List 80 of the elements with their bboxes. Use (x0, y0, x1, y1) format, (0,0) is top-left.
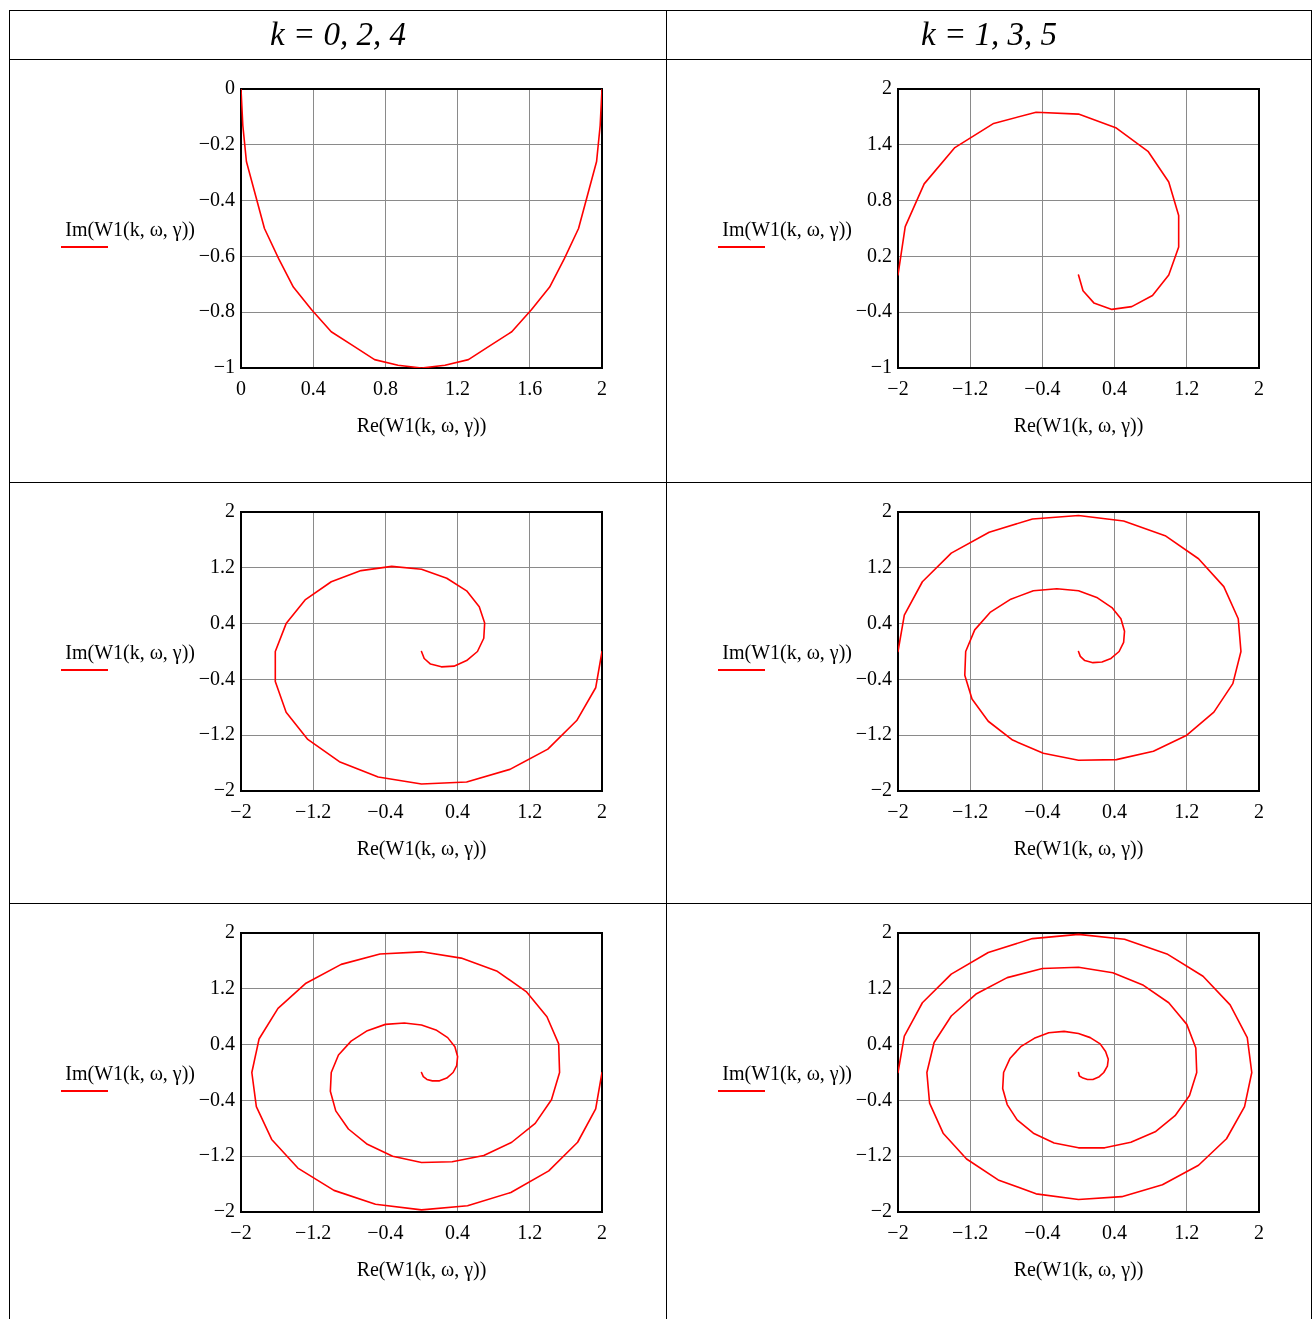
y-tick-label: −1 (870, 355, 892, 378)
x-axis-title: Re(W1(k, ω, γ)) (356, 414, 487, 438)
y-tick-label: 1.2 (867, 555, 892, 578)
y-tick-label: 2 (882, 920, 892, 943)
x-tick-label: −0.4 (1024, 377, 1061, 400)
y-tick-label: 0.4 (867, 610, 892, 633)
y-tick-label: −2 (870, 1199, 892, 1222)
x-tick-label: −1.2 (952, 1221, 989, 1244)
x-tick-label: 0.4 (445, 1221, 471, 1244)
x-tick-label: 0.4 (445, 800, 471, 823)
x-axis-title: Re(W1(k, ω, γ)) (356, 1258, 487, 1282)
y-axis-title: Im(W1(k, ω, γ)) (65, 1060, 195, 1085)
x-tick-label: 2 (1254, 800, 1264, 823)
y-tick-label: −0.4 (198, 187, 235, 210)
y-tick-label: −0.4 (855, 666, 892, 689)
x-tick-label: 0.4 (1102, 377, 1128, 400)
x-tick-label: 1.2 (1174, 1221, 1200, 1244)
x-tick-label: 0.8 (372, 377, 398, 400)
y-tick-label: −0.4 (855, 299, 892, 322)
y-tick-label: 0.4 (210, 1031, 235, 1054)
y-tick-label: −1.2 (198, 1143, 235, 1166)
x-tick-label: −0.4 (1024, 1221, 1061, 1244)
y-tick-label: 1.4 (867, 132, 892, 155)
y-tick-label: 2 (882, 76, 892, 99)
y-tick-label: 0.4 (867, 1031, 892, 1054)
y-tick-label: 1.2 (210, 555, 235, 578)
x-tick-label: 2 (1254, 377, 1264, 400)
x-axis-title: Re(W1(k, ω, γ)) (1013, 837, 1144, 861)
y-tick-label: 0.4 (210, 610, 235, 633)
y-tick-label: −1 (213, 355, 235, 378)
x-tick-label: −0.4 (367, 1221, 404, 1244)
x-tick-label: −1.2 (295, 1221, 332, 1244)
y-tick-label: 2 (225, 499, 235, 522)
x-tick-label: 0.4 (300, 377, 326, 400)
y-tick-label: −0.2 (198, 132, 235, 155)
y-axis-title: Im(W1(k, ω, γ)) (65, 639, 195, 664)
x-tick-label: 0.4 (1102, 800, 1128, 823)
x-tick-label: 1.2 (517, 800, 543, 823)
y-tick-label: −0.4 (198, 1087, 235, 1110)
y-tick-label: −2 (213, 1199, 235, 1222)
x-tick-label: −0.4 (367, 800, 404, 823)
x-tick-label: 1.2 (1174, 800, 1200, 823)
x-axis-title: Re(W1(k, ω, γ)) (1013, 414, 1144, 438)
y-tick-label: −0.4 (198, 666, 235, 689)
x-tick-label: 1.2 (1174, 377, 1200, 400)
x-tick-label: 0.4 (1102, 1221, 1128, 1244)
y-axis-title: Im(W1(k, ω, γ)) (722, 1060, 852, 1085)
y-tick-label: 0.8 (867, 187, 892, 210)
y-tick-label: −2 (213, 778, 235, 801)
x-tick-label: −1.2 (952, 377, 989, 400)
x-tick-label: −0.4 (1024, 800, 1061, 823)
x-tick-label: 1.6 (517, 377, 543, 400)
y-tick-label: −2 (870, 778, 892, 801)
y-tick-label: −0.4 (855, 1087, 892, 1110)
x-tick-label: 2 (597, 1221, 607, 1244)
x-tick-label: 2 (597, 800, 607, 823)
y-tick-label: −0.8 (198, 299, 235, 322)
y-axis-title: Im(W1(k, ω, γ)) (722, 216, 852, 241)
x-tick-label: −1.2 (295, 800, 332, 823)
x-axis-title: Re(W1(k, ω, γ)) (356, 837, 487, 861)
y-tick-label: 2 (225, 920, 235, 943)
y-tick-label: 2 (882, 499, 892, 522)
x-tick-label: 2 (597, 377, 607, 400)
x-tick-label: 1.2 (445, 377, 471, 400)
y-axis-title: Im(W1(k, ω, γ)) (722, 639, 852, 664)
x-tick-label: −1.2 (952, 800, 989, 823)
y-tick-label: −0.6 (198, 243, 235, 266)
y-tick-label: −1.2 (198, 722, 235, 745)
x-axis-title: Re(W1(k, ω, γ)) (1013, 1258, 1144, 1282)
x-tick-label: 2 (1254, 1221, 1264, 1244)
chart-title: k = 1, 3, 5 (667, 11, 1311, 60)
y-axis-title: Im(W1(k, ω, γ)) (65, 216, 195, 241)
y-tick-label: 0 (225, 76, 235, 99)
y-tick-label: 0.2 (867, 243, 892, 266)
chart-title: k = 0, 2, 4 (10, 11, 666, 60)
y-tick-label: 1.2 (210, 976, 235, 999)
y-tick-label: 1.2 (867, 976, 892, 999)
x-tick-label: 1.2 (517, 1221, 543, 1244)
y-tick-label: −1.2 (855, 722, 892, 745)
y-tick-label: −1.2 (855, 1143, 892, 1166)
